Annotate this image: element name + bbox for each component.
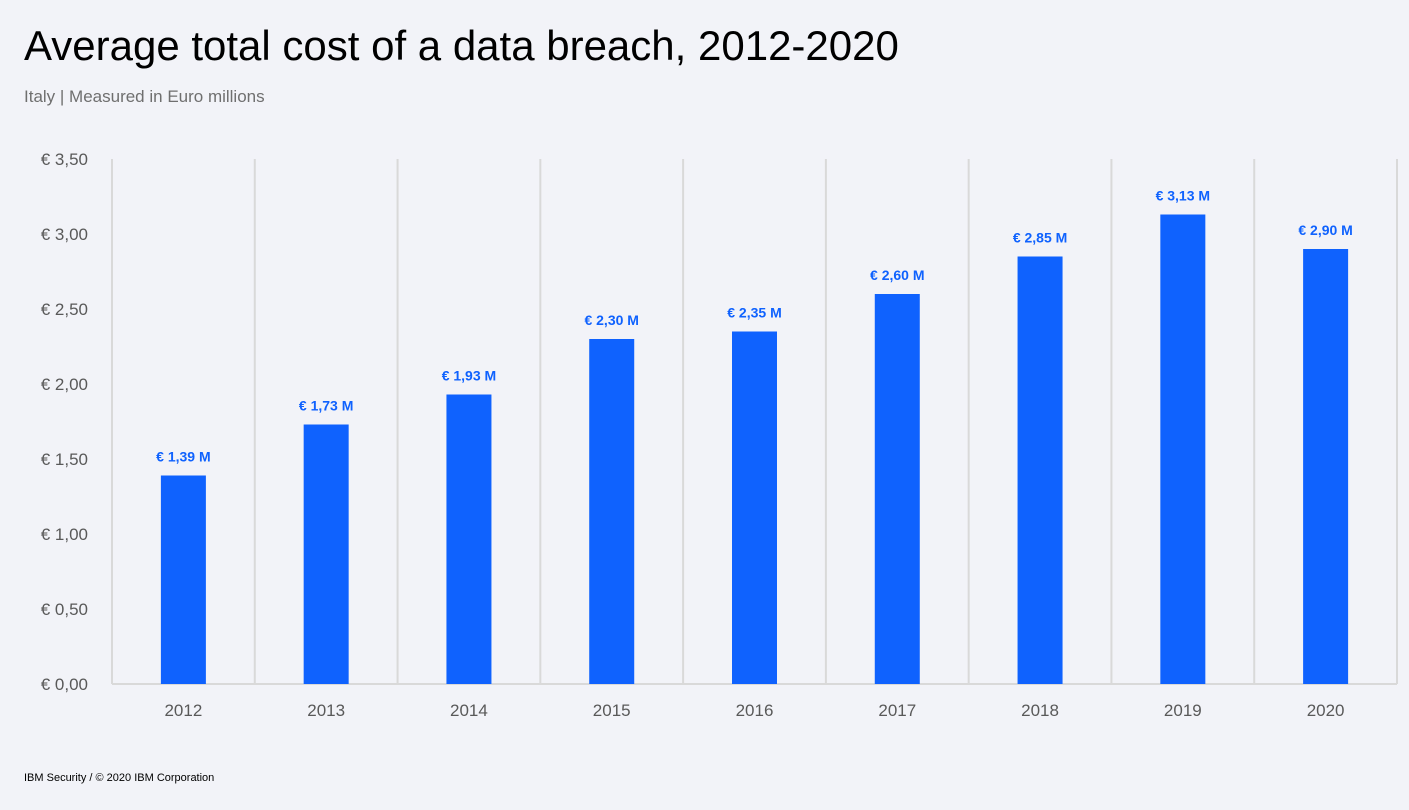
copyright-footer: IBM Security / © 2020 IBM Corporation [24,772,215,784]
data-label: € 2,85 M [1013,230,1067,246]
x-tick-label: 2017 [878,701,916,720]
bar [732,331,777,684]
y-tick-label: € 0,50 [41,600,88,619]
bar [1303,249,1349,684]
bar [874,294,920,684]
x-tick-label: 2019 [1164,701,1202,720]
chart-title: Average total cost of a data breach, 201… [24,22,899,69]
x-tick-label: 2015 [593,701,631,720]
data-label: € 2,90 M [1298,222,1352,238]
bar [160,475,206,684]
bar [1160,214,1206,684]
bar [589,339,635,684]
data-label: € 3,13 M [1156,188,1210,204]
bar [303,424,349,684]
data-label: € 1,39 M [156,449,210,465]
x-tick-label: 2016 [736,701,774,720]
y-tick-label: € 1,50 [41,450,88,469]
y-tick-label: € 1,00 [41,525,88,544]
data-label: € 2,30 M [584,312,638,328]
x-tick-label: 2020 [1307,701,1345,720]
x-tick-label: 2013 [307,701,345,720]
y-tick-label: € 2,50 [41,300,88,319]
x-tick-label: 2018 [1021,701,1059,720]
data-label: € 2,60 M [870,267,924,283]
chart-subtitle: Italy | Measured in Euro millions [24,87,265,106]
bar [446,394,492,684]
y-tick-label: € 0,00 [41,675,88,694]
data-label: € 1,93 M [442,368,496,384]
bar [1017,256,1063,684]
x-tick-label: 2012 [164,701,202,720]
data-label: € 1,73 M [299,398,353,414]
y-tick-label: € 2,00 [41,375,88,394]
x-tick-label: 2014 [450,701,488,720]
y-tick-label: € 3,50 [41,150,88,169]
y-tick-label: € 3,00 [41,225,88,244]
data-label: € 2,35 M [727,305,781,321]
